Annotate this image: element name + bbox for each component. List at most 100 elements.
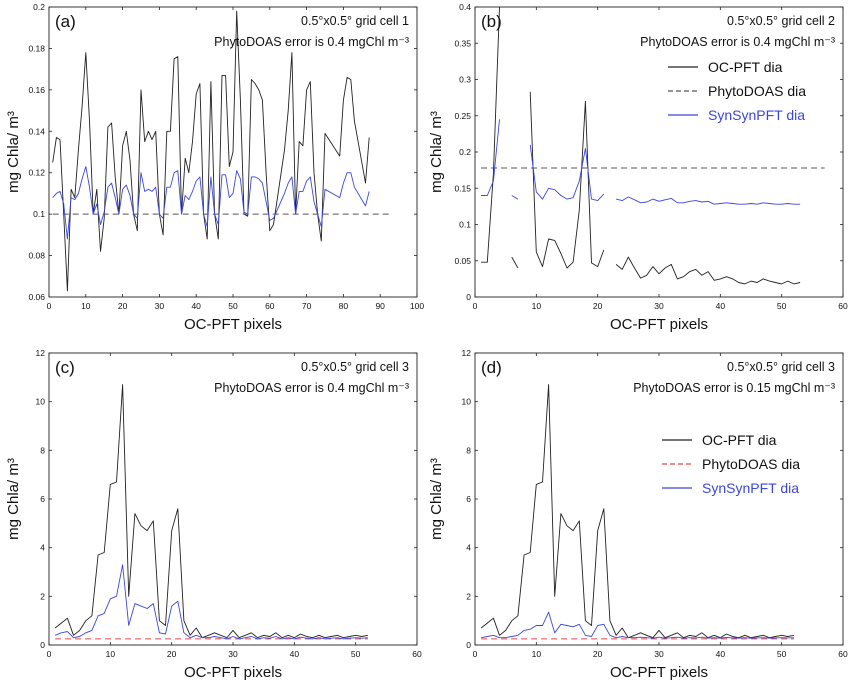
y-tick-label: 4	[40, 543, 45, 553]
legend-label: SynSynPFT dia	[708, 107, 805, 123]
y-tick-label: 0.06	[28, 292, 45, 302]
y-tick-label: 0.12	[28, 168, 45, 178]
x-tick-label: 60	[838, 301, 848, 311]
panel-a: 0 10 20 30 40 50 60 70 80 90 100 0.06 0.08 0.1 0.12 0.1…	[5, 2, 424, 333]
y-tick-label: 0.15	[454, 183, 471, 193]
y-tick-label: 0.16	[28, 85, 45, 95]
x-axis-label: OC-PFT pixels	[610, 316, 708, 333]
x-axis-label: OC-PFT pixels	[184, 316, 282, 333]
x-tick-label: 10	[81, 301, 91, 311]
panel-letter: (b)	[481, 12, 502, 31]
x-tick-label: 30	[654, 649, 664, 659]
series-line-synsynpft-dia	[529, 144, 605, 202]
series-line-oc-pft-dia	[529, 91, 605, 269]
grid-cell-annotation: 0.5°x0.5° grid cell 1	[301, 14, 409, 28]
grid-cell-annotation: 0.5°x0.5° grid cell 3	[727, 360, 835, 374]
y-tick-label: 0.18	[28, 43, 45, 53]
y-tick-label: 2	[466, 591, 471, 601]
y-tick-label: 0.1	[33, 209, 45, 219]
x-tick-label: 40	[716, 649, 726, 659]
x-tick-label: 20	[593, 301, 603, 311]
x-tick-label: 10	[106, 649, 116, 659]
panel-b: 0 10 20 30 40 50 60 0 0.05 0.1 0.15 0.2 0.25 0.3 0.35 0…	[428, 2, 848, 333]
y-tick-label: 0.25	[454, 111, 471, 121]
legend-label: OC-PFT dia	[702, 432, 777, 448]
y-axis-label: mg Chla/ m³	[5, 111, 22, 193]
x-tick-label: 10	[532, 301, 542, 311]
series-line-oc-pft-dia	[52, 10, 370, 292]
plot-frame	[474, 6, 844, 298]
x-tick-label: 20	[167, 649, 177, 659]
error-annotation: PhytoDOAS error is 0.15 mgChl m⁻³	[633, 381, 835, 395]
x-tick-label: 50	[777, 649, 787, 659]
series-line-synsynpft-dia	[54, 564, 368, 640]
x-tick-label: 30	[228, 649, 238, 659]
x-tick-label: 20	[593, 649, 603, 659]
x-tick-label: 20	[118, 301, 128, 311]
legend-label: OC-PFT dia	[708, 59, 783, 75]
y-tick-label: 10	[462, 397, 472, 407]
y-tick-label: 0.3	[459, 75, 471, 85]
legend-label: PhytoDOAS dia	[708, 83, 806, 99]
series-line-synsynpft-dia	[615, 196, 801, 205]
panel-letter: (c)	[55, 358, 75, 377]
x-tick-label: 40	[191, 301, 201, 311]
series-line-synsynpft-dia	[52, 166, 370, 240]
series-line-oc-pft-dia	[54, 384, 368, 639]
y-tick-label: 0	[466, 292, 471, 302]
x-tick-label: 70	[302, 301, 312, 311]
series-line-oc-pft-dia	[511, 256, 519, 269]
grid-cell-annotation: 0.5°x0.5° grid cell 2	[727, 14, 835, 28]
y-tick-label: 8	[40, 445, 45, 455]
series-line-oc-pft-dia	[481, 6, 500, 263]
legend: OC-PFT dia PhytoDOAS dia SynSynPFT dia	[662, 432, 800, 496]
x-tick-label: 60	[412, 649, 422, 659]
panel-c: 0 10 20 30 40 50 60 0 2 4 6 8 10 12 OC-PFT pixels mg Ch…	[5, 348, 422, 680]
y-tick-label: 6	[466, 494, 471, 504]
x-tick-label: 50	[228, 301, 238, 311]
grid-cell-annotation: 0.5°x0.5° grid cell 3	[301, 360, 409, 374]
y-tick-label: 0.4	[459, 2, 471, 12]
x-tick-label: 40	[290, 649, 300, 659]
panel-letter: (d)	[481, 358, 502, 377]
x-axis-label: OC-PFT pixels	[610, 664, 708, 680]
y-tick-label: 0.35	[454, 38, 471, 48]
plot-frame	[48, 352, 418, 646]
panel-letter: (a)	[55, 12, 76, 31]
y-tick-label: 4	[466, 543, 471, 553]
panel-d: 0 10 20 30 40 50 60 0 2 4 6 8 10 12 OC-PFT pixels mg Ch…	[428, 348, 848, 680]
y-tick-label: 6	[40, 494, 45, 504]
y-axis-label: mg Chla/ m³	[428, 111, 445, 193]
x-tick-label: 0	[473, 301, 478, 311]
x-tick-label: 30	[654, 301, 664, 311]
y-tick-label: 0.2	[459, 147, 471, 157]
y-tick-label: 2	[40, 591, 45, 601]
y-axis-label: mg Chla/ m³	[428, 458, 445, 540]
legend-label: SynSynPFT dia	[702, 480, 799, 496]
x-tick-label: 0	[473, 649, 478, 659]
x-tick-label: 50	[351, 649, 361, 659]
y-tick-label: 0.08	[28, 251, 45, 261]
y-tick-label: 0.1	[459, 220, 471, 230]
x-tick-label: 60	[838, 649, 848, 659]
y-tick-label: 8	[466, 445, 471, 455]
series-line-oc-pft-dia	[615, 256, 801, 285]
series-line-synsynpft-dia	[481, 611, 794, 639]
y-tick-label: 0	[466, 640, 471, 650]
plot-frame	[474, 352, 844, 646]
x-tick-label: 90	[375, 301, 385, 311]
legend-label: PhytoDOAS dia	[702, 456, 800, 472]
error-annotation: PhytoDOAS error is 0.4 mgChl m⁻³	[640, 35, 835, 49]
series-line-oc-pft-dia	[480, 384, 794, 639]
y-tick-label: 0	[40, 640, 45, 650]
y-axis-label: mg Chla/ m³	[5, 458, 22, 540]
x-tick-label: 50	[777, 301, 787, 311]
x-tick-label: 80	[339, 301, 349, 311]
x-tick-label: 10	[532, 649, 542, 659]
x-tick-label: 0	[47, 301, 52, 311]
y-tick-label: 10	[36, 397, 46, 407]
x-tick-label: 30	[155, 301, 165, 311]
y-tick-label: 12	[462, 348, 472, 358]
y-tick-label: 0.05	[454, 256, 471, 266]
